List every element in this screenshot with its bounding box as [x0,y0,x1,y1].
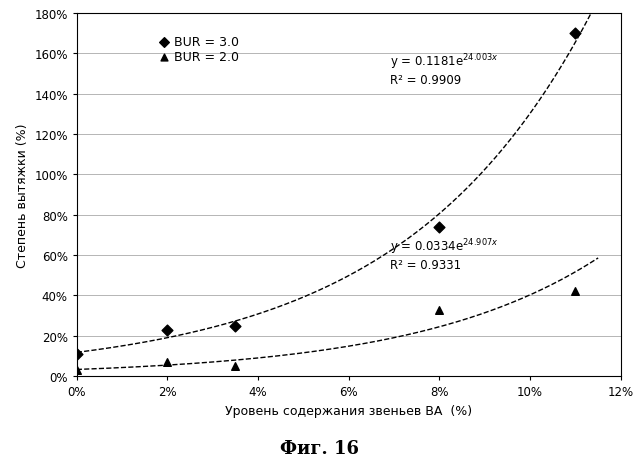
BUR = 2.0 [72,367,82,374]
BUR = 3.0 [163,326,173,334]
Y-axis label: Степень вытяжки (%): Степень вытяжки (%) [16,123,29,267]
BUR = 3.0 [230,322,241,330]
BUR = 3.0 [570,30,580,38]
BUR = 2.0 [570,288,580,296]
BUR = 2.0 [230,363,241,370]
BUR = 2.0 [435,306,445,313]
BUR = 3.0 [435,224,445,231]
Text: y = 0.0334e$^{24.907x}$
R² = 0.9331: y = 0.0334e$^{24.907x}$ R² = 0.9331 [390,237,498,271]
X-axis label: Уровень содержания звеньев ВА  (%): Уровень содержания звеньев ВА (%) [225,404,472,417]
Text: y = 0.1181e$^{24.003x}$
R² = 0.9909: y = 0.1181e$^{24.003x}$ R² = 0.9909 [390,52,498,86]
Legend: BUR = 3.0, BUR = 2.0: BUR = 3.0, BUR = 2.0 [154,31,244,69]
BUR = 2.0 [163,358,173,366]
Text: Фиг. 16: Фиг. 16 [280,439,360,457]
BUR = 3.0 [72,351,82,358]
